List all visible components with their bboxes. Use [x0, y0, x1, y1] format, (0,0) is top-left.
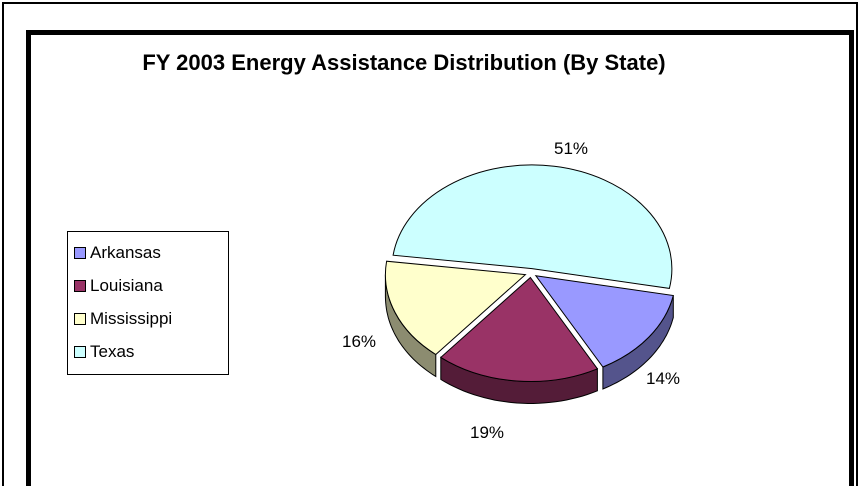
data-label-arkansas: 14%	[646, 369, 681, 388]
legend-swatch-arkansas	[74, 246, 86, 259]
legend-item-louisiana: Louisiana	[74, 269, 222, 302]
legend-label-louisiana: Louisiana	[90, 275, 163, 295]
pie-slice-mississippi	[384, 260, 527, 356]
legend-swatch-texas	[74, 345, 86, 358]
pie-slice-texas	[392, 164, 673, 289]
chart-title: FY 2003 Energy Assistance Distribution (…	[142, 50, 666, 75]
legend-label-arkansas: Arkansas	[90, 242, 161, 262]
data-label-louisiana: 19%	[470, 423, 505, 442]
pie-chart	[384, 164, 674, 404]
legend-swatch-louisiana	[74, 279, 86, 292]
legend-item-texas: Texas	[74, 335, 222, 368]
chart-frame: FY 2003 Energy Assistance Distribution (…	[26, 30, 854, 486]
legend: Arkansas Louisiana Mississippi Texas	[67, 231, 229, 375]
pie-slice-louisiana	[439, 276, 599, 382]
legend-item-arkansas: Arkansas	[74, 236, 222, 269]
legend-label-texas: Texas	[90, 341, 135, 361]
data-label-mississippi: 16%	[342, 332, 377, 351]
legend-item-mississippi: Mississippi	[74, 302, 222, 335]
legend-swatch-mississippi	[74, 312, 86, 325]
data-label-texas: 51%	[554, 139, 589, 158]
legend-label-mississippi: Mississippi	[90, 308, 173, 328]
pie-slice-arkansas	[534, 275, 674, 368]
